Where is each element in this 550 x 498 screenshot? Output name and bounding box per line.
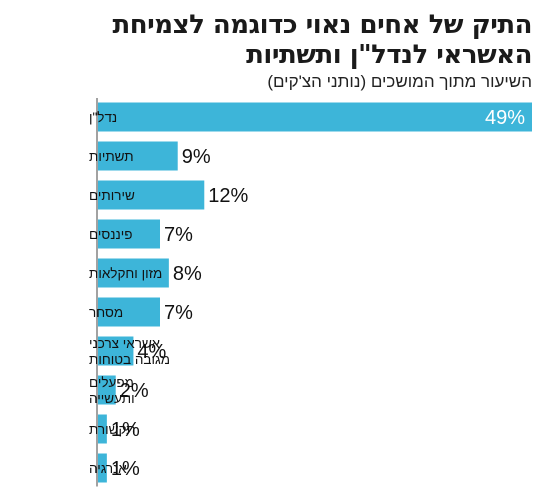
value-label: 8% [173,263,202,285]
bar [98,336,134,366]
value-label: 9% [182,146,211,168]
bar [98,453,107,483]
value-label: 2% [120,380,149,402]
bar [98,180,205,210]
value-label: 7% [164,302,193,324]
bar [98,141,178,171]
category-label: מפעלים [89,375,134,390]
chart-title: התיק של אחים נאוי כדוגמה לצמיחת האשראי ל… [112,10,533,70]
category-label: נדל"ן [89,110,117,125]
category-label: אנרגיה [89,461,127,476]
value-label: 1% [111,419,140,441]
value-label: 4% [137,341,166,363]
category-label: מגובה בטוחות [89,352,170,367]
category-label: פיננסים [89,227,133,242]
category-label: מזון וחקלאות [89,266,162,281]
value-label: 49% [485,107,525,129]
chart-subtitle: השיעור מתוך המושכים (נותני הצ'קים) [267,72,532,91]
bar [98,102,532,132]
category-label: תשתיות [89,149,134,164]
bar [98,375,116,405]
category-label: ותעשייה [89,391,135,406]
bar [98,219,160,249]
value-label: 12% [208,185,248,207]
bar [98,258,169,288]
value-label: 7% [164,224,193,246]
category-label: שירותים [89,188,135,203]
bar [98,297,160,327]
category-label: תקשורת [89,422,136,437]
category-label: אשראי צרכני [89,336,161,351]
bar [98,414,107,444]
category-label: מסחר [89,305,123,320]
value-label: 1% [111,458,140,480]
